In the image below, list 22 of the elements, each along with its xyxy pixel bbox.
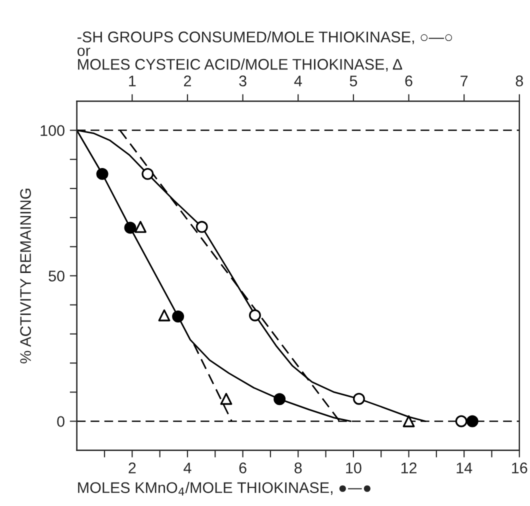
x2-axis-title: -SH GROUPS CONSUMED/MOLE THIOKINASE, ○—○ or MOLES CYSTEIC ACID/MOLE THIOKINASE, Δ xyxy=(77,31,452,72)
x2-tick-label: 8 xyxy=(516,76,523,86)
x2-tick-label: 6 xyxy=(405,76,412,86)
x2-tick-label: 5 xyxy=(350,76,358,86)
x2-tick-label: 4 xyxy=(294,76,302,86)
x-axis-title: MOLES KMnO$_{4}$/MOLE THIOKINASE, ●—● xyxy=(78,482,370,496)
y-tick-label: 100 xyxy=(40,125,64,136)
x-tick-label: 2 xyxy=(128,462,136,474)
x-tick-label: 12 xyxy=(401,462,416,474)
x2-tick-label: 3 xyxy=(239,76,246,86)
x2-tick-label: 1 xyxy=(129,76,136,86)
x2-tick-label: 2 xyxy=(184,76,191,86)
x-tick-label: 16 xyxy=(512,462,528,474)
x-tick-label: 14 xyxy=(456,462,472,474)
x-tick-label: 4 xyxy=(184,462,192,474)
x2-tick-label: 7 xyxy=(460,76,468,86)
x-tick-label: 8 xyxy=(294,462,302,474)
x-tick-label: 10 xyxy=(346,462,362,474)
y-tick-label: 50 xyxy=(48,270,64,282)
y-axis-title: % ACTIVITY REMAINING xyxy=(20,188,31,364)
y-tick-label: 0 xyxy=(57,416,64,427)
x-tick-label: 6 xyxy=(239,462,246,474)
